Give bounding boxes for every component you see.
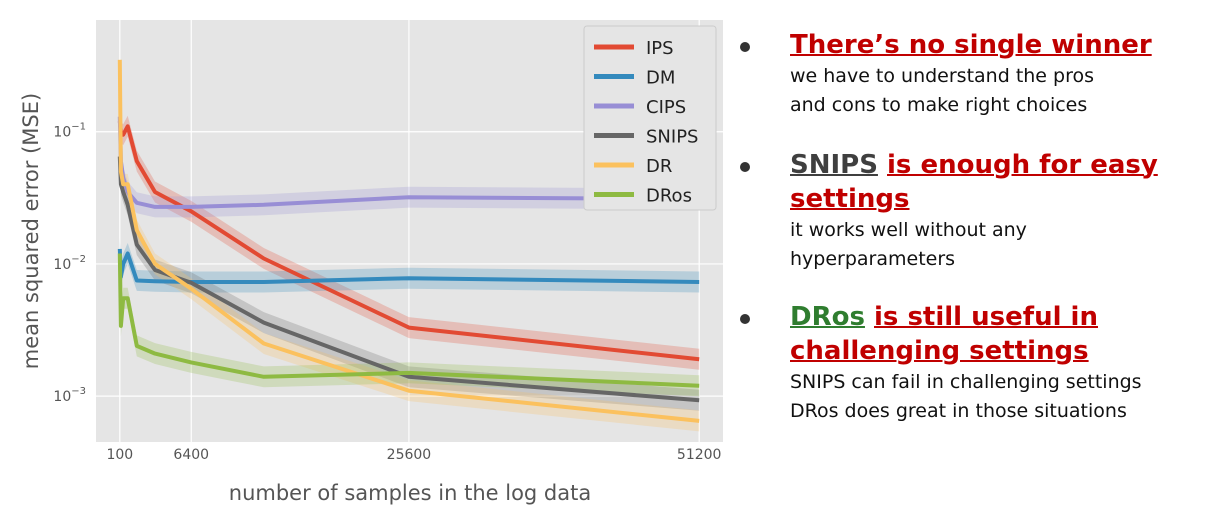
x-tick-labels: 100 6400 25600 51200 bbox=[106, 447, 721, 463]
legend-label-dr: DR bbox=[646, 156, 672, 177]
x-tick-label: 25600 bbox=[387, 447, 432, 463]
bullet-snips-easy-settings: SNIPS is enough for easy settings it wor… bbox=[740, 148, 1200, 274]
line-snips bbox=[117, 156, 700, 403]
mse-line-chart: 100 6400 25600 51200 10−1 10−2 10−3 number of… bbox=[19, 20, 723, 505]
bullet-dros-challenging-settings: DRos is still useful in challenging sett… bbox=[740, 300, 1200, 426]
bullet-heading-method: DRos bbox=[790, 302, 865, 332]
bullet-body-line: hyperparameters bbox=[790, 248, 956, 270]
line-dros bbox=[117, 253, 700, 388]
legend-label-snips: SNIPS bbox=[646, 127, 698, 148]
line-dr bbox=[117, 59, 700, 423]
bullet-body-line: it works well without any bbox=[790, 219, 1027, 241]
bullet-dot bbox=[740, 162, 750, 172]
chart-legend: IPS DM CIPS SNIPS DR DRos bbox=[583, 25, 717, 211]
series-lines bbox=[117, 59, 700, 423]
band-dros bbox=[119, 243, 700, 397]
bullet-heading: SNIPS is enough for easy settings bbox=[790, 148, 1200, 216]
bullet-body-line: DRos does great in those situations bbox=[790, 400, 1127, 422]
y-tick-label: 10−2 bbox=[53, 254, 86, 273]
x-tick-label: 51200 bbox=[677, 447, 722, 463]
y-tick-label: 10−1 bbox=[53, 122, 86, 141]
y-tick-labels: 10−1 10−2 10−3 bbox=[53, 122, 86, 405]
legend-label-ips: IPS bbox=[646, 38, 674, 59]
band-dr bbox=[119, 49, 700, 432]
bullet-body-line: SNIPS can fail in challenging settings bbox=[790, 371, 1142, 393]
bullet-heading-text: is still useful in challenging settings bbox=[790, 302, 1098, 366]
legend-label-cips: CIPS bbox=[646, 97, 686, 118]
bullet-body-line: and cons to make right choices bbox=[790, 94, 1088, 116]
bullet-heading-text: There’s no single winner bbox=[790, 30, 1152, 60]
bullet-heading-text: is enough for easy settings bbox=[790, 150, 1158, 214]
legend-label-dros: DRos bbox=[646, 186, 692, 207]
takeaway-bullets: There’s no single winner we have to unde… bbox=[740, 28, 1200, 426]
y-axis-label: mean squared error (MSE) bbox=[19, 93, 43, 369]
x-tick-label: 6400 bbox=[173, 447, 209, 463]
y-tick-label: 10−3 bbox=[53, 386, 86, 405]
bullet-heading-space bbox=[878, 150, 887, 180]
bullet-heading: There’s no single winner bbox=[790, 28, 1200, 62]
bullet-heading-space bbox=[865, 302, 874, 332]
bullet-heading-method: SNIPS bbox=[790, 150, 878, 180]
bullet-no-single-winner: There’s no single winner we have to unde… bbox=[740, 28, 1200, 120]
band-cips bbox=[119, 106, 700, 218]
legend-label-dm: DM bbox=[646, 68, 675, 89]
bullet-body-line: we have to understand the pros bbox=[790, 65, 1095, 87]
x-axis-label: number of samples in the log data bbox=[229, 481, 591, 505]
bullet-dot bbox=[740, 314, 750, 324]
bullet-heading: DRos is still useful in challenging sett… bbox=[790, 300, 1200, 368]
x-tick-label: 100 bbox=[106, 447, 133, 463]
bullet-dot bbox=[740, 42, 750, 52]
